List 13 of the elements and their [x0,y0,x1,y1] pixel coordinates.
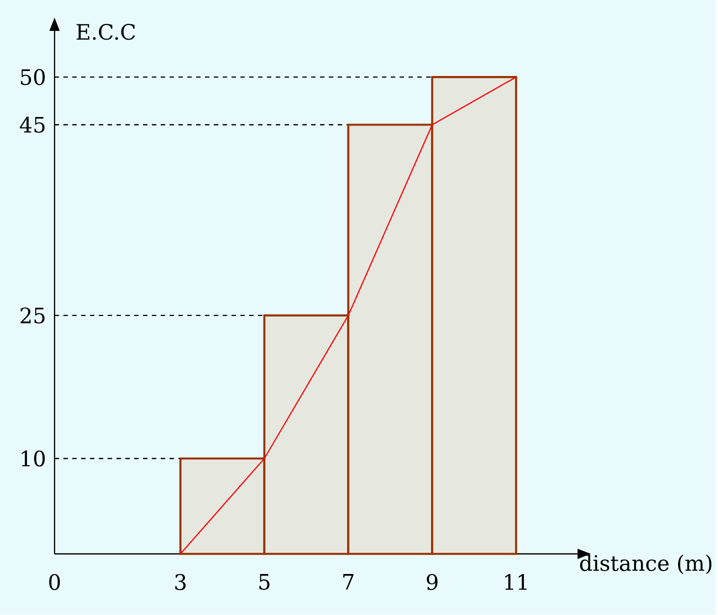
x-tick-label: 3 [175,574,186,590]
y-tick-label: 50 [20,69,45,86]
y-tick-label: 45 [20,116,45,133]
x-tick-label: 9 [426,574,438,590]
y-tick-label: 25 [20,308,45,324]
y-tick-label: 10 [22,450,45,467]
line-series [180,76,517,555]
x-tick-label: 11 [505,574,527,590]
x-axis-title: distance (m) [580,554,712,574]
y-axis-title: E.C.C [76,24,135,40]
x-tick-label: 5 [259,574,270,590]
x-tick-label: 7 [343,574,354,590]
x-tick-label: 0 [49,574,60,590]
